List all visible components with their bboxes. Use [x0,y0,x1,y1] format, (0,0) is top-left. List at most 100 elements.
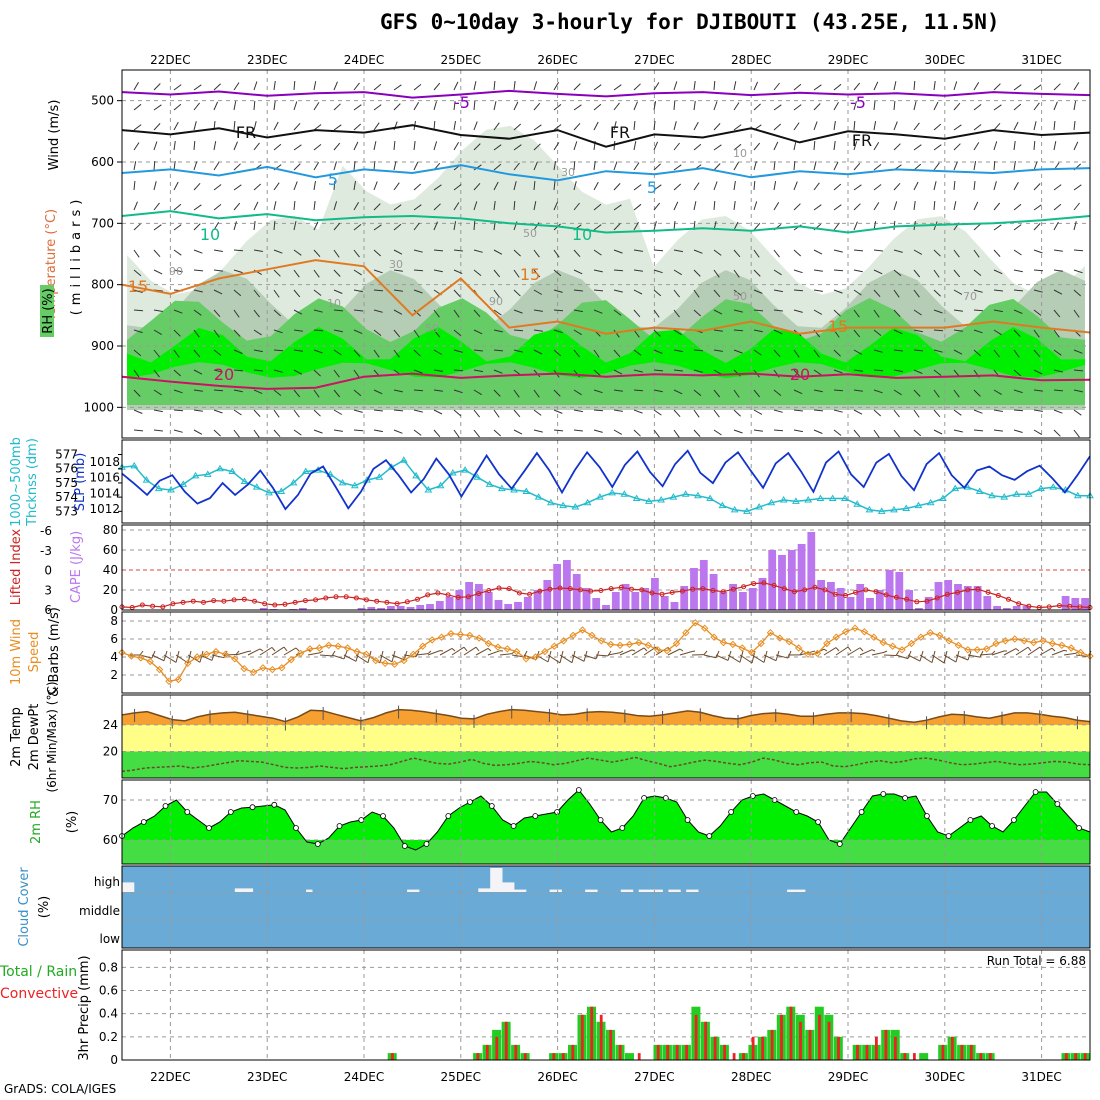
cape-bar [778,555,786,610]
cape-bar [954,584,962,610]
wind-barb [413,409,423,413]
wind-barb [273,201,277,211]
wind-barb [993,389,1002,396]
wind-barb [893,182,901,191]
wind-barb [993,269,1003,275]
thickness-point [510,486,518,493]
cloud-high-bar [306,889,313,892]
wind-barb [713,200,716,211]
precip-convective-bar [609,1029,613,1060]
wind-barb [1033,121,1037,131]
wind-barb [933,81,936,91]
cape-tick-label: 80 [103,523,118,537]
precip-convective-bar [770,1029,774,1060]
thickness-point [730,505,739,513]
precip-convective-bar [504,1021,508,1060]
rh-frame [121,779,1091,865]
wind-barb [313,124,322,131]
cloud-high-bar [484,888,491,892]
wind-barb [1033,349,1041,358]
wind-barb-10m [571,654,585,662]
wind-barb [613,223,621,231]
wind-barb [633,269,643,272]
wind-barb [773,104,782,111]
wind-speed-point [776,634,784,642]
thickness-point [645,497,653,504]
wind-barb [853,221,858,231]
wind-barb [1073,221,1077,231]
wind-barb [713,389,721,398]
wind-barb [493,309,502,316]
wind-barb-10m [955,654,969,661]
isotherm-line [121,124,1091,148]
rh-point [162,803,169,809]
wind-barb [813,409,824,412]
li-point [262,601,268,607]
cloud-high-bar [127,882,135,892]
cloud-high-bar [668,889,675,892]
wind-barb [493,144,502,151]
wind-barb [153,349,160,358]
wind-barb [293,163,301,171]
wind-barb [313,144,322,151]
wind-barb [993,202,1001,211]
wind-barb-10m [907,654,921,662]
wind-barb [533,143,541,151]
contour-label: 15 [828,317,848,336]
wind-barb [1013,249,1022,256]
wind-barb [193,182,201,191]
cape-bar [357,608,366,610]
precip-convective-bar [865,1044,869,1060]
wind-barb [753,180,756,191]
wind-speed-point [888,642,897,650]
wind-barb [673,309,680,318]
cape-bar [621,584,630,610]
wind-barb [493,369,503,374]
wind-barb [133,142,140,151]
rh-point [467,799,473,805]
wind-barb [913,309,922,316]
wind-barb [513,81,516,91]
wind-barb [693,349,704,352]
wind-barb [333,429,343,432]
wind-barb [213,204,222,211]
x-tick-label-top: 25DEC [441,53,481,67]
cape-bar [866,598,874,610]
thickness-point [216,464,224,472]
ylabel-wind10m-c-text: & Barbs (m/s) [47,607,62,697]
wind-barb [1053,141,1057,151]
wind-barb [893,143,901,151]
wind-barb [693,389,702,397]
thickness-point [559,501,567,509]
wind-barb [273,329,283,334]
li-point [965,587,971,593]
wind-speed-point [325,641,333,650]
ylabel-li: Lifted Index [9,528,24,605]
precip-convective-bar [391,1053,394,1060]
wind-barb [933,101,939,111]
rh-point [815,819,821,825]
precip-convective-bar [751,1036,755,1060]
cloud-frame [121,865,1091,949]
wind-barb [293,122,301,131]
wind-barb-flag [475,646,480,652]
li-point [629,586,634,592]
wind-barb [293,289,301,298]
wind-barb [713,144,722,151]
li-point [1026,603,1032,609]
wind-barb [313,162,320,171]
li-point [486,588,492,593]
wind-barb [133,201,138,211]
wind-barb [873,349,883,353]
li-point [598,588,604,593]
li-point [751,581,757,587]
rh-point [858,809,865,815]
precip-convective-bar [903,1053,907,1060]
slp-frame [121,439,1091,524]
wind-barb [553,104,562,111]
cape-bar [807,532,816,610]
wind-barb [673,249,683,253]
wind-barb [713,80,716,91]
wind-barb [873,184,882,191]
thickness-point [412,471,420,479]
